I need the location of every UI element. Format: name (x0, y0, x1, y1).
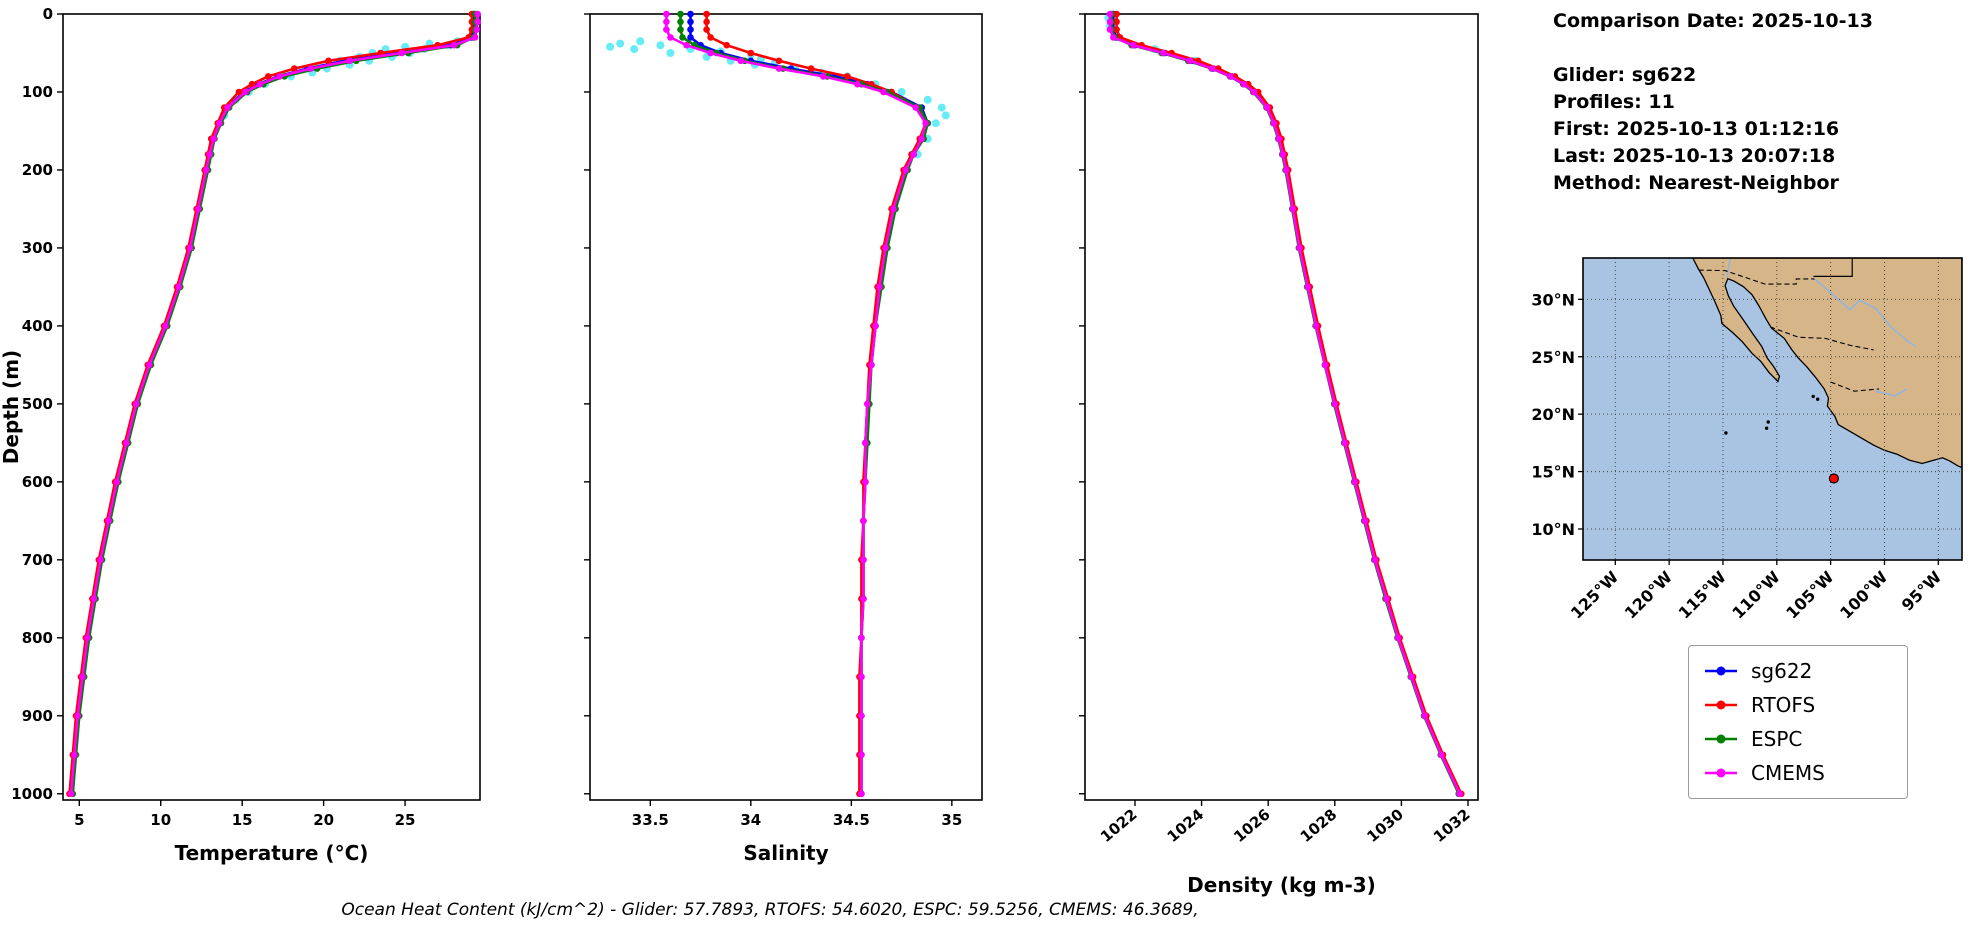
glider-location-marker (1828, 473, 1839, 484)
legend-label: ESPC (1751, 727, 1803, 751)
info-panel: Comparison Date: 2025-10-13 Glider: sg62… (1553, 8, 1973, 197)
map-lat-tick-label: 10°N (1531, 520, 1575, 539)
y-tick-label: 300 (22, 239, 53, 257)
x-axis-label: Temperature (°C) (175, 841, 369, 865)
map-lon-tick-label: 95°W (1898, 567, 1946, 615)
method: Method: Nearest-Neighbor (1553, 172, 1839, 194)
island (1724, 431, 1728, 435)
comparison-date: Comparison Date: 2025-10-13 (1553, 10, 1873, 32)
x-tick-label: 5 (74, 811, 84, 829)
CMEMS-markers (1106, 10, 1463, 798)
RTOFS-line (1115, 14, 1463, 795)
last-profile-time: Last: 2025-10-13 20:07:18 (1553, 145, 1836, 167)
island (1764, 426, 1769, 430)
x-tick-label: 15 (232, 811, 253, 829)
x-tick-label: 35 (941, 811, 962, 829)
first-profile-time: First: 2025-10-13 01:12:16 (1553, 118, 1840, 140)
x-tick-label: 1032 (1430, 805, 1474, 846)
y-tick-label: 800 (22, 629, 53, 647)
y-tick-label: 100 (22, 83, 53, 101)
map-lon-tick-label: 100°W (1836, 567, 1891, 622)
map-lon-tick-label: 105°W (1782, 567, 1837, 622)
legend-entry-espc: ESPC (1703, 722, 1893, 756)
y-axis-label: Depth (m) (0, 350, 23, 464)
axes-frame (1084, 13, 1479, 801)
river (1875, 388, 1908, 397)
temperature-profile-chart: 5 10 15 20 25 0 100 200 300 400 500 600 700 800 900 100… (0, 5, 481, 865)
land-mexico (1692, 258, 1962, 469)
x-tick-label: 10 (150, 811, 171, 829)
x-tick-label: 34 (740, 811, 761, 829)
river (1814, 278, 1917, 348)
spacer (1553, 35, 1973, 62)
map-lat-tick-label: 30°N (1531, 290, 1575, 309)
legend-label: CMEMS (1751, 761, 1825, 785)
x-tick-label: 1024 (1164, 805, 1208, 846)
x-tick-label: 1022 (1097, 805, 1141, 846)
x-tick-label: 1026 (1230, 805, 1274, 846)
legend-marker-icon (1705, 768, 1737, 778)
state-border-dashed (1830, 381, 1880, 392)
RTOFS-line (705, 14, 928, 794)
legend: sg622 RTOFS ESPC CMEMS (1688, 645, 1908, 799)
island (1766, 420, 1770, 424)
legend-marker-icon (1705, 700, 1737, 710)
RTOFS-line (68, 14, 474, 794)
island (1816, 397, 1820, 401)
legend-label: sg622 (1751, 659, 1813, 683)
map-frame (1582, 257, 1963, 561)
state-border-solid (1813, 258, 1853, 277)
salinity-profile-chart: 33.5 34 34.5 35 Salinity (584, 10, 983, 865)
y-tick-label: 900 (22, 707, 53, 725)
y-tick-label: 1000 (11, 785, 53, 803)
map-lon-tick-label: 110°W (1728, 567, 1783, 622)
CMEMS-line (1108, 14, 1461, 795)
legend-marker-icon (1705, 734, 1737, 744)
legend-entry-cmems: CMEMS (1703, 756, 1893, 790)
x-tick-label: 33.5 (632, 811, 669, 829)
ohc-footer-text: Ocean Heat Content (kJ/cm^2) - Glider: 5… (341, 900, 1199, 920)
map-lat-tick-label: 20°N (1531, 405, 1575, 424)
CMEMS-line (69, 14, 479, 794)
CMEMS-markers (663, 10, 929, 798)
state-border-dashed (1770, 326, 1874, 351)
x-tick-label: 34.5 (833, 811, 870, 829)
profiles-count: Profiles: 11 (1553, 91, 1675, 113)
x-tick-label: 1028 (1297, 805, 1341, 846)
y-tick-label: 400 (22, 317, 53, 335)
map-lat-tick-label: 15°N (1531, 463, 1575, 482)
legend-label: RTOFS (1751, 693, 1816, 717)
x-tick-label: 25 (395, 811, 416, 829)
map-lon-tick-label: 120°W (1621, 567, 1676, 622)
x-axis-label: Density (kg m-3) (1187, 873, 1376, 897)
x-tick-label: 20 (313, 811, 334, 829)
y-tick-label: 500 (22, 395, 53, 413)
map-lon-tick-label: 125°W (1567, 567, 1622, 622)
CMEMS-markers (67, 10, 481, 798)
CMEMS-line (665, 14, 928, 794)
y-tick-label: 0 (43, 5, 53, 23)
map-lon-tick-label: 115°W (1675, 567, 1730, 622)
legend-entry-rtofs: RTOFS (1703, 688, 1893, 722)
y-tick-label: 700 (22, 551, 53, 569)
axes-frame (62, 13, 481, 801)
density-profile-chart: 1022 1024 1026 1028 1030 1032 Density (kg m-3) (1079, 10, 1479, 897)
x-axis-label: Salinity (743, 841, 828, 865)
island (1811, 394, 1815, 399)
x-tick-label: 1030 (1363, 805, 1407, 846)
state-border-dashed (1698, 269, 1815, 285)
y-tick-label: 200 (22, 161, 53, 179)
glider-id: Glider: sg622 (1553, 64, 1697, 86)
y-tick-label: 600 (22, 473, 53, 491)
legend-entry-sg622: sg622 (1703, 654, 1893, 688)
legend-marker-icon (1705, 666, 1737, 676)
river (1726, 258, 1732, 278)
map-lat-tick-label: 25°N (1531, 348, 1575, 367)
